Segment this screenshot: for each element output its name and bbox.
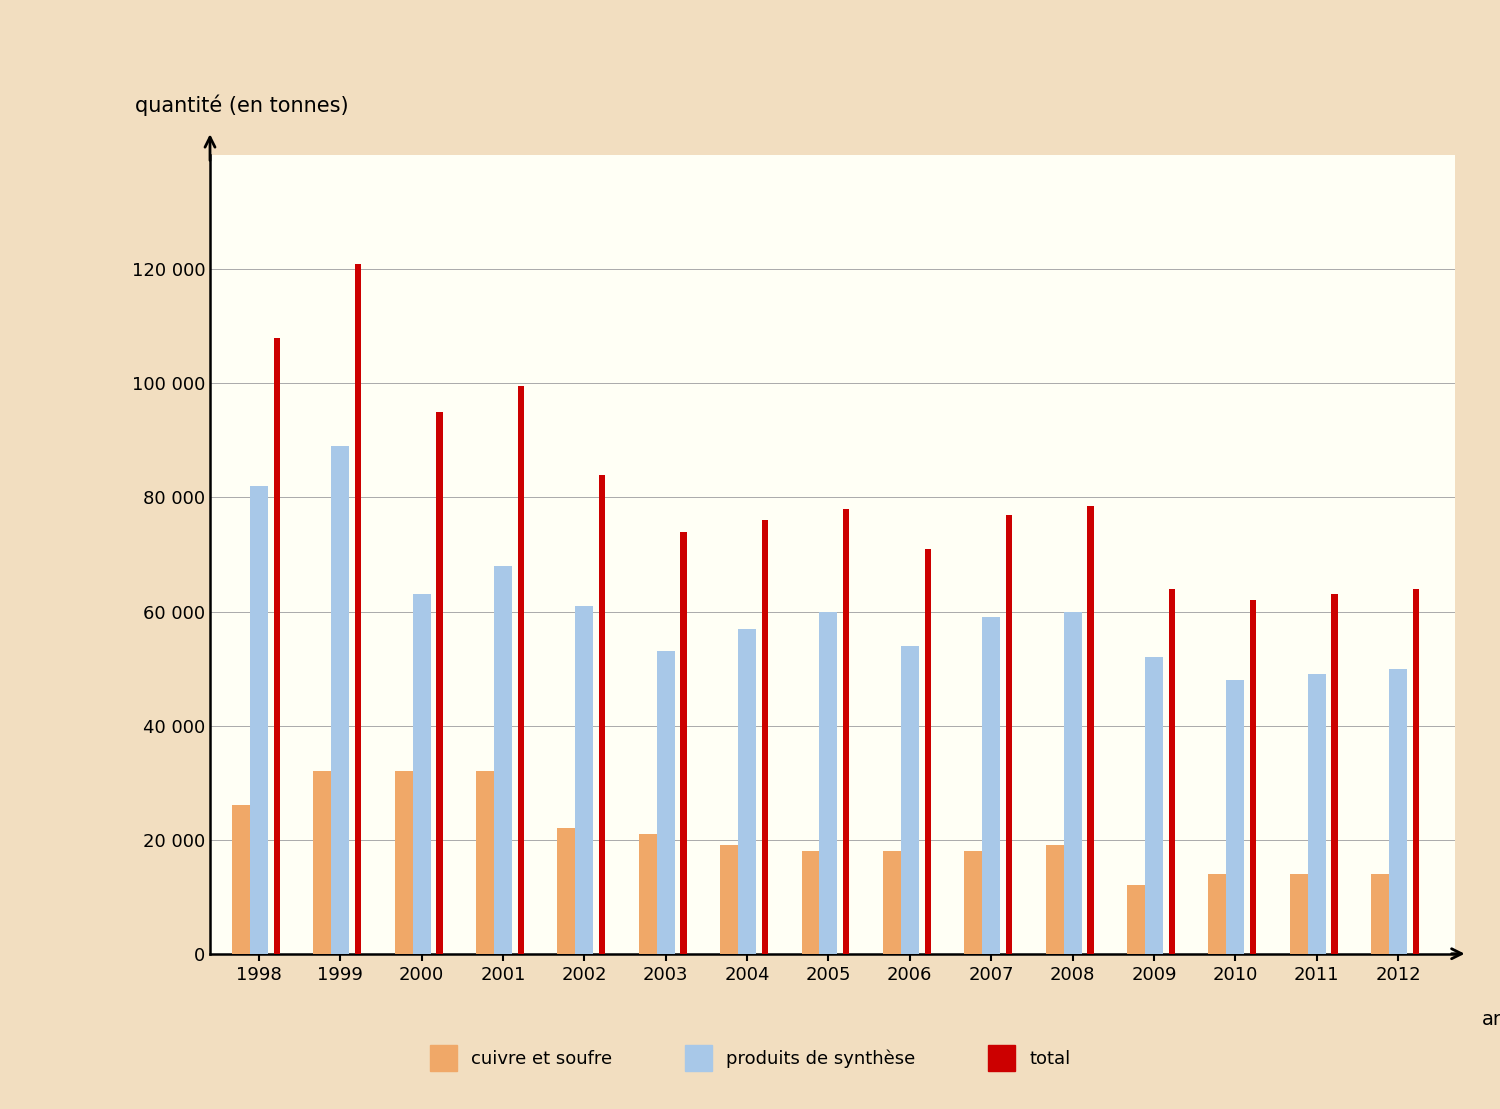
Bar xyxy=(843,509,849,954)
Bar xyxy=(720,845,738,954)
Bar xyxy=(982,618,1000,954)
Bar xyxy=(436,411,442,954)
Bar xyxy=(1144,658,1162,954)
Bar xyxy=(232,805,250,954)
Bar xyxy=(413,594,430,954)
Bar xyxy=(494,566,512,954)
Bar xyxy=(819,611,837,954)
Bar xyxy=(681,531,687,954)
Bar xyxy=(314,771,332,954)
Bar xyxy=(1413,589,1419,954)
Bar xyxy=(273,338,280,954)
Bar xyxy=(657,651,675,954)
Bar xyxy=(1046,845,1064,954)
Legend: cuivre et soufre, produits de synthèse, total: cuivre et soufre, produits de synthèse, … xyxy=(423,1038,1077,1078)
Bar xyxy=(1088,506,1094,954)
Bar xyxy=(1227,680,1244,954)
Bar xyxy=(738,629,756,954)
Bar xyxy=(332,446,350,954)
Bar xyxy=(1389,669,1407,954)
Bar xyxy=(1168,589,1174,954)
Bar xyxy=(394,771,412,954)
Bar xyxy=(476,771,494,954)
Bar xyxy=(884,851,902,954)
Bar xyxy=(1250,600,1257,954)
Bar xyxy=(1007,515,1013,954)
Bar xyxy=(964,851,982,954)
Bar xyxy=(1290,874,1308,954)
Bar xyxy=(558,828,576,954)
Bar xyxy=(1126,885,1144,954)
Bar xyxy=(902,645,920,954)
Bar xyxy=(1064,611,1082,954)
Bar xyxy=(356,264,362,954)
Bar xyxy=(801,851,819,954)
Bar xyxy=(1308,674,1326,954)
X-axis label: années: années xyxy=(1482,1009,1500,1029)
Bar xyxy=(576,606,594,954)
Bar xyxy=(762,520,768,954)
Bar xyxy=(639,834,657,954)
Text: quantité (en tonnes): quantité (en tonnes) xyxy=(135,95,348,116)
Bar xyxy=(251,486,268,954)
Bar xyxy=(518,386,524,954)
Bar xyxy=(1209,874,1227,954)
Bar xyxy=(598,475,606,954)
Bar xyxy=(1371,874,1389,954)
Bar xyxy=(924,549,932,954)
Bar xyxy=(1332,594,1338,954)
